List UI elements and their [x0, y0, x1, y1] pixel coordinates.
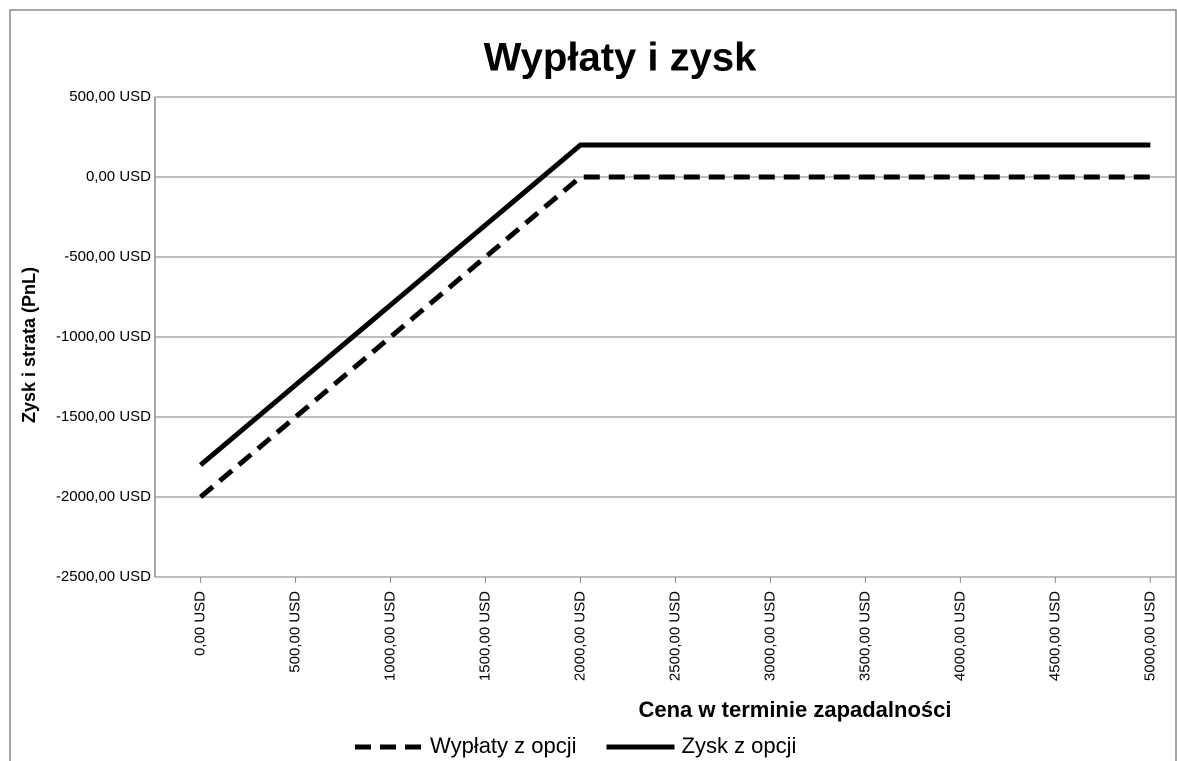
y-axis-title: Zysk i strata (PnL)	[19, 267, 39, 423]
y-tick-label: -1500,00 USD	[56, 408, 151, 425]
y-tick-label: -2500,00 USD	[56, 568, 151, 585]
y-tick-label: -2000,00 USD	[56, 488, 151, 505]
series-line	[198, 142, 1151, 467]
x-tick-label: 0,00 USD	[192, 591, 209, 656]
x-tick-label: 500,00 USD	[287, 591, 304, 673]
x-tick-label: 3500,00 USD	[856, 591, 873, 681]
x-tick-label: 3000,00 USD	[761, 591, 778, 681]
x-tick-label: 1000,00 USD	[381, 591, 398, 681]
chart-title: Wypłaty i zysk	[484, 36, 757, 80]
y-tick-label: -1000,00 USD	[56, 328, 151, 345]
x-tick-label: 4500,00 USD	[1046, 591, 1063, 681]
series-line	[198, 174, 1151, 499]
legend-label: Zysk z opcji	[682, 733, 797, 758]
chart-frame	[9, 9, 1177, 761]
x-tick-label: 5000,00 USD	[1141, 591, 1158, 681]
x-tick-label: 2500,00 USD	[666, 591, 683, 681]
x-tick-label: 2000,00 USD	[571, 591, 588, 681]
y-tick-label: 500,00 USD	[69, 88, 151, 105]
x-tick-label: 4000,00 USD	[951, 591, 968, 681]
x-tick-label: 1500,00 USD	[476, 591, 493, 681]
y-tick-label: 0,00 USD	[86, 168, 151, 185]
y-tick-label: -500,00 USD	[64, 248, 151, 265]
legend-label: Wypłaty z opcji	[430, 733, 577, 758]
x-axis-title: Cena w terminie zapadalności	[639, 697, 952, 722]
